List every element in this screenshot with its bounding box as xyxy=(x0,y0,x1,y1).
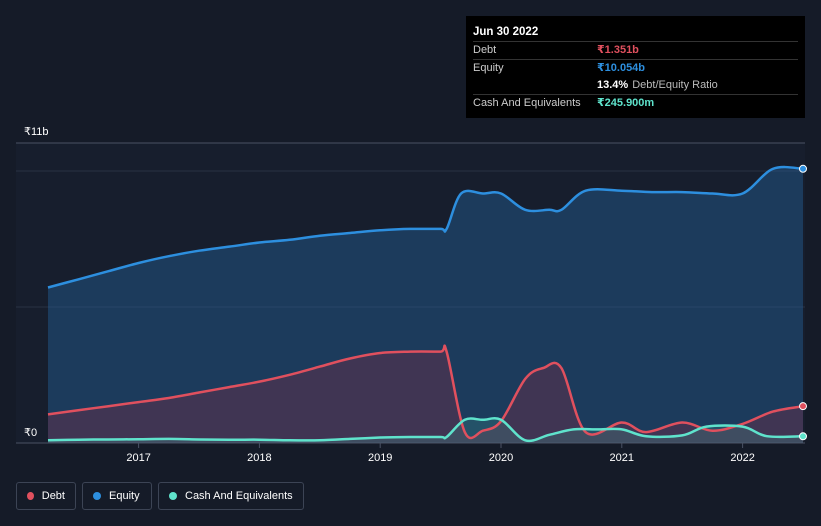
x-tick-label-2018: 2018 xyxy=(247,452,271,464)
equity-legend-dot-icon xyxy=(93,492,101,500)
tooltip-debt-row: Debt ₹1.351b xyxy=(473,41,798,59)
legend-debt-label: Debt xyxy=(41,490,65,502)
legend-item-equity[interactable]: Equity xyxy=(82,482,152,510)
cash-area xyxy=(48,418,803,443)
cash-legend-dot-icon xyxy=(169,492,177,500)
equity-series-line xyxy=(47,165,804,289)
equity-end-marker xyxy=(799,164,807,173)
x-axis-ticks: 2017 2018 2019 2020 2021 2022 xyxy=(126,443,755,464)
tooltip-debt-value: ₹1.351b xyxy=(597,44,639,56)
cash-end-marker xyxy=(799,432,807,441)
tooltip-cash-label: Cash And Equivalents xyxy=(473,97,581,109)
equity-area xyxy=(48,167,803,443)
y-tick-zero: ₹0 xyxy=(24,427,37,439)
tooltip-debt-label: Debt xyxy=(473,44,497,56)
legend-cash-label: Cash And Equivalents xyxy=(185,490,293,502)
x-tick-label-2019: 2019 xyxy=(368,452,392,464)
tooltip-ratio-value: 13.4% xyxy=(597,79,629,91)
debt-legend-dot-icon xyxy=(27,492,34,500)
legend-item-debt[interactable]: Debt xyxy=(16,482,76,510)
cash-series-line xyxy=(47,417,804,443)
x-tick-label-2017: 2017 xyxy=(126,452,150,464)
tooltip-date: Jun 30 2022 xyxy=(473,26,539,38)
x-tick-label-2021: 2021 xyxy=(610,452,634,464)
tooltip-cash-row: Cash And Equivalents ₹245.900m xyxy=(473,94,798,112)
tooltip-panel: Jun 30 2022 Debt ₹1.351b Equity ₹10.054b… xyxy=(466,16,805,118)
x-tick-label-2022: 2022 xyxy=(730,452,754,464)
x-tick-label-2020: 2020 xyxy=(489,452,513,464)
legend-item-cash[interactable]: Cash And Equivalents xyxy=(158,482,304,510)
debt-end-marker xyxy=(799,402,807,411)
tooltip-equity-row: Equity ₹10.054b xyxy=(473,59,798,77)
tooltip-ratio-row: 13.4% Debt/Equity Ratio xyxy=(473,77,798,94)
y-tick-max: ₹11b xyxy=(24,126,49,138)
tooltip-cash-value: ₹245.900m xyxy=(597,97,655,109)
debt-area xyxy=(48,345,803,443)
debt-series-line xyxy=(47,344,804,440)
legend-equity-label: Equity xyxy=(109,490,140,502)
tooltip-equity-value: ₹10.054b xyxy=(597,62,646,74)
tooltip-equity-label: Equity xyxy=(473,62,504,74)
tooltip-ratio-label: Debt/Equity Ratio xyxy=(632,79,718,91)
